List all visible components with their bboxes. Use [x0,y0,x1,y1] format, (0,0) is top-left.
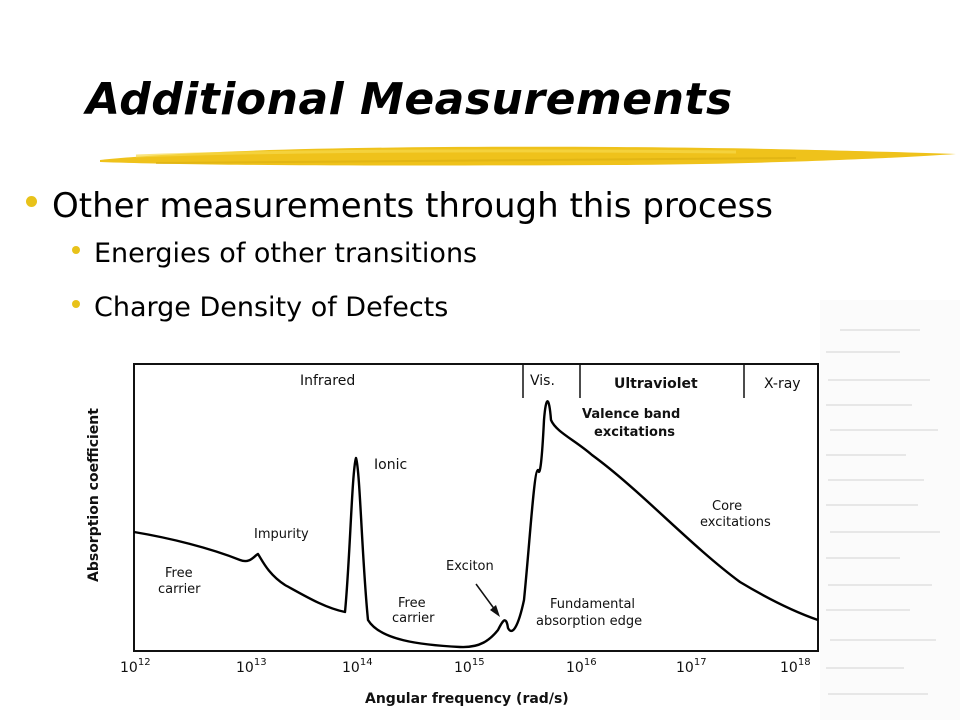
slide-title: Additional Measurements [86,74,733,125]
label-valence-band: Valence band [582,407,680,422]
region-label-ultraviolet: Ultraviolet [614,376,698,392]
sub-bullet-text: Energies of other transitions [94,238,478,269]
bullet-dot-icon [26,196,37,207]
sub-bullet-item: Charge Density of Defects [22,292,773,346]
label-free-carrier: Free [398,596,426,611]
tick-label: 1018 [780,657,811,676]
tick-label: 1015 [454,657,485,676]
sub-bullet-item: Energies of other transitions [22,238,773,292]
label-core-excitations: excitations [700,515,771,530]
tick-label: 1014 [342,657,373,676]
tick-label: 1016 [566,657,597,676]
bullet-item: Other measurements through this process [22,186,773,238]
bullet-dot-icon [72,246,80,254]
region-label-visible: Vis. [530,373,555,389]
label-impurity: Impurity [254,527,309,542]
tick-label: 1012 [120,657,151,676]
label-ionic: Ionic [374,457,407,473]
label-fundamental-edge: absorption edge [536,614,642,629]
label-core-excitations: Core [712,499,742,514]
title-underline-stroke [100,146,956,166]
plot-frame [133,363,819,652]
label-free-carrier: Free [165,566,193,581]
bullet-text: Other measurements through this process [52,186,773,226]
scanned-page-noise [820,300,960,720]
label-valence-band: excitations [594,425,675,440]
absorption-curve [133,400,819,649]
x-axis-label: Angular frequency (rad/s) [365,691,569,707]
region-label-xray: X-ray [764,376,801,392]
y-axis-label: Absorption coefficient [86,408,102,582]
region-label-infrared: Infrared [300,373,355,389]
x-axis-ticks: 1012 1013 1014 1015 1016 1017 1018 [120,657,811,676]
label-fundamental-edge: Fundamental [550,597,635,612]
label-free-carrier: carrier [392,611,435,626]
sub-bullet-text: Charge Density of Defects [94,292,449,323]
bullet-list: Other measurements through this process … [22,186,773,346]
label-exciton: Exciton [446,559,494,574]
label-free-carrier: carrier [158,582,201,597]
tick-label: 1017 [676,657,707,676]
tick-label: 1013 [236,657,267,676]
exciton-arrowhead-icon [490,605,500,617]
bullet-dot-icon [72,300,80,308]
